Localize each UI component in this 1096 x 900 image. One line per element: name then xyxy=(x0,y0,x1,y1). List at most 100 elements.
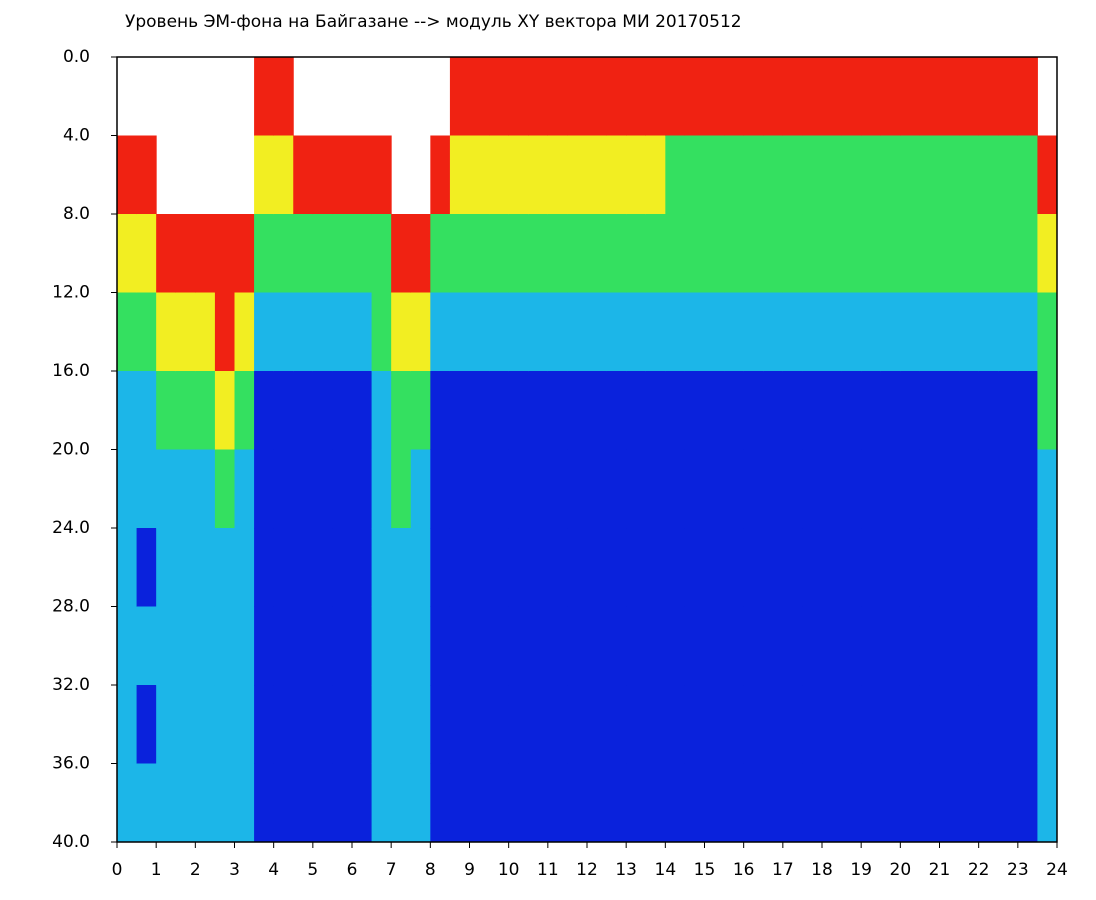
heatmap-cell xyxy=(175,449,196,529)
heatmap-cell xyxy=(1017,371,1038,450)
heatmap-cell xyxy=(430,606,451,686)
heatmap-cell xyxy=(587,214,608,293)
heatmap-cell xyxy=(919,449,940,529)
heatmap-cell xyxy=(352,763,373,843)
heatmap-cell xyxy=(684,685,705,764)
heatmap-cell xyxy=(469,763,490,843)
heatmap-cell xyxy=(939,57,960,136)
heatmap-cell xyxy=(449,292,470,372)
heatmap-cell xyxy=(234,528,255,607)
heatmap-cell xyxy=(684,292,705,372)
heatmap-cell xyxy=(371,685,392,764)
heatmap-cell xyxy=(724,57,745,136)
heatmap-cell xyxy=(861,371,882,450)
x-tick-label: 21 xyxy=(929,860,951,880)
heatmap-cell xyxy=(782,449,803,529)
heatmap-cell xyxy=(606,57,627,136)
heatmap-cell xyxy=(136,371,157,450)
heatmap-cell xyxy=(1017,214,1038,293)
heatmap-cell xyxy=(684,449,705,529)
x-tick-label: 16 xyxy=(733,860,755,880)
heatmap-cell xyxy=(587,449,608,529)
heatmap-cell xyxy=(312,371,333,450)
heatmap-cell xyxy=(861,214,882,293)
heatmap-cell xyxy=(156,685,177,764)
heatmap-cell xyxy=(1017,528,1038,607)
heatmap-cell xyxy=(156,449,177,529)
heatmap-cell xyxy=(312,292,333,372)
x-tick-label: 20 xyxy=(890,860,912,880)
heatmap-cell xyxy=(254,763,275,843)
heatmap-cell xyxy=(822,528,843,607)
heatmap-cell xyxy=(117,292,138,372)
heatmap-cell xyxy=(959,606,980,686)
heatmap-cell xyxy=(959,292,980,372)
heatmap-cell xyxy=(567,57,588,136)
heatmap-cell xyxy=(978,606,999,686)
heatmap-cell xyxy=(1017,606,1038,686)
heatmap-cell xyxy=(959,214,980,293)
heatmap-cell xyxy=(822,371,843,450)
heatmap-cell xyxy=(1017,449,1038,529)
heatmap-cell xyxy=(959,371,980,450)
heatmap-cell xyxy=(587,763,608,843)
heatmap-cell xyxy=(371,214,392,293)
heatmap-cell xyxy=(880,763,901,843)
heatmap-cell xyxy=(528,763,549,843)
heatmap-cell xyxy=(841,528,862,607)
heatmap-cell xyxy=(978,685,999,764)
heatmap-cell xyxy=(254,606,275,686)
heatmap-cell xyxy=(156,763,177,843)
heatmap-cell xyxy=(254,685,275,764)
heatmap-cell xyxy=(880,685,901,764)
heatmap-cell xyxy=(547,135,568,215)
heatmap-cell xyxy=(763,763,784,843)
heatmap-cell xyxy=(626,763,647,843)
heatmap-cell xyxy=(214,214,235,293)
heatmap-cell xyxy=(919,57,940,136)
heatmap-cell xyxy=(489,57,510,136)
heatmap-cell xyxy=(763,449,784,529)
heatmap-cell xyxy=(469,685,490,764)
heatmap-cell xyxy=(998,135,1019,215)
heatmap-cell xyxy=(489,292,510,372)
heatmap-cell xyxy=(449,528,470,607)
heatmap-cell xyxy=(293,685,314,764)
heatmap-cell xyxy=(547,763,568,843)
heatmap-cell xyxy=(430,214,451,293)
heatmap-cell xyxy=(743,371,764,450)
heatmap-cell xyxy=(312,606,333,686)
heatmap-cell xyxy=(567,449,588,529)
heatmap-cell xyxy=(136,214,157,293)
heatmap-cell xyxy=(156,606,177,686)
heatmap-cell xyxy=(645,371,666,450)
heatmap-cell xyxy=(508,135,529,215)
heatmap-cell xyxy=(665,449,686,529)
heatmap-cell xyxy=(841,214,862,293)
heatmap-cell xyxy=(822,214,843,293)
heatmap-cell xyxy=(704,371,725,450)
heatmap-cell xyxy=(959,57,980,136)
heatmap-cell xyxy=(489,449,510,529)
heatmap-cell xyxy=(978,292,999,372)
x-tick-label: 24 xyxy=(1046,860,1068,880)
heatmap-cell xyxy=(743,763,764,843)
heatmap-cell xyxy=(273,685,294,764)
heatmap-cell xyxy=(665,292,686,372)
heatmap-cell xyxy=(724,685,745,764)
heatmap-cell xyxy=(939,292,960,372)
y-tick-label: 36.0 xyxy=(52,754,90,774)
heatmap-cell xyxy=(626,292,647,372)
heatmap-cell xyxy=(763,606,784,686)
heatmap-cell xyxy=(939,214,960,293)
heatmap-cell xyxy=(136,528,157,607)
heatmap-cell xyxy=(861,449,882,529)
heatmap-cell xyxy=(802,685,823,764)
x-tick-label: 14 xyxy=(655,860,677,880)
heatmap-cell xyxy=(567,763,588,843)
heatmap-cell xyxy=(880,371,901,450)
y-tick-label: 32.0 xyxy=(52,675,90,695)
heatmap-cell xyxy=(528,292,549,372)
heatmap-cell xyxy=(626,57,647,136)
heatmap-cell xyxy=(312,214,333,293)
